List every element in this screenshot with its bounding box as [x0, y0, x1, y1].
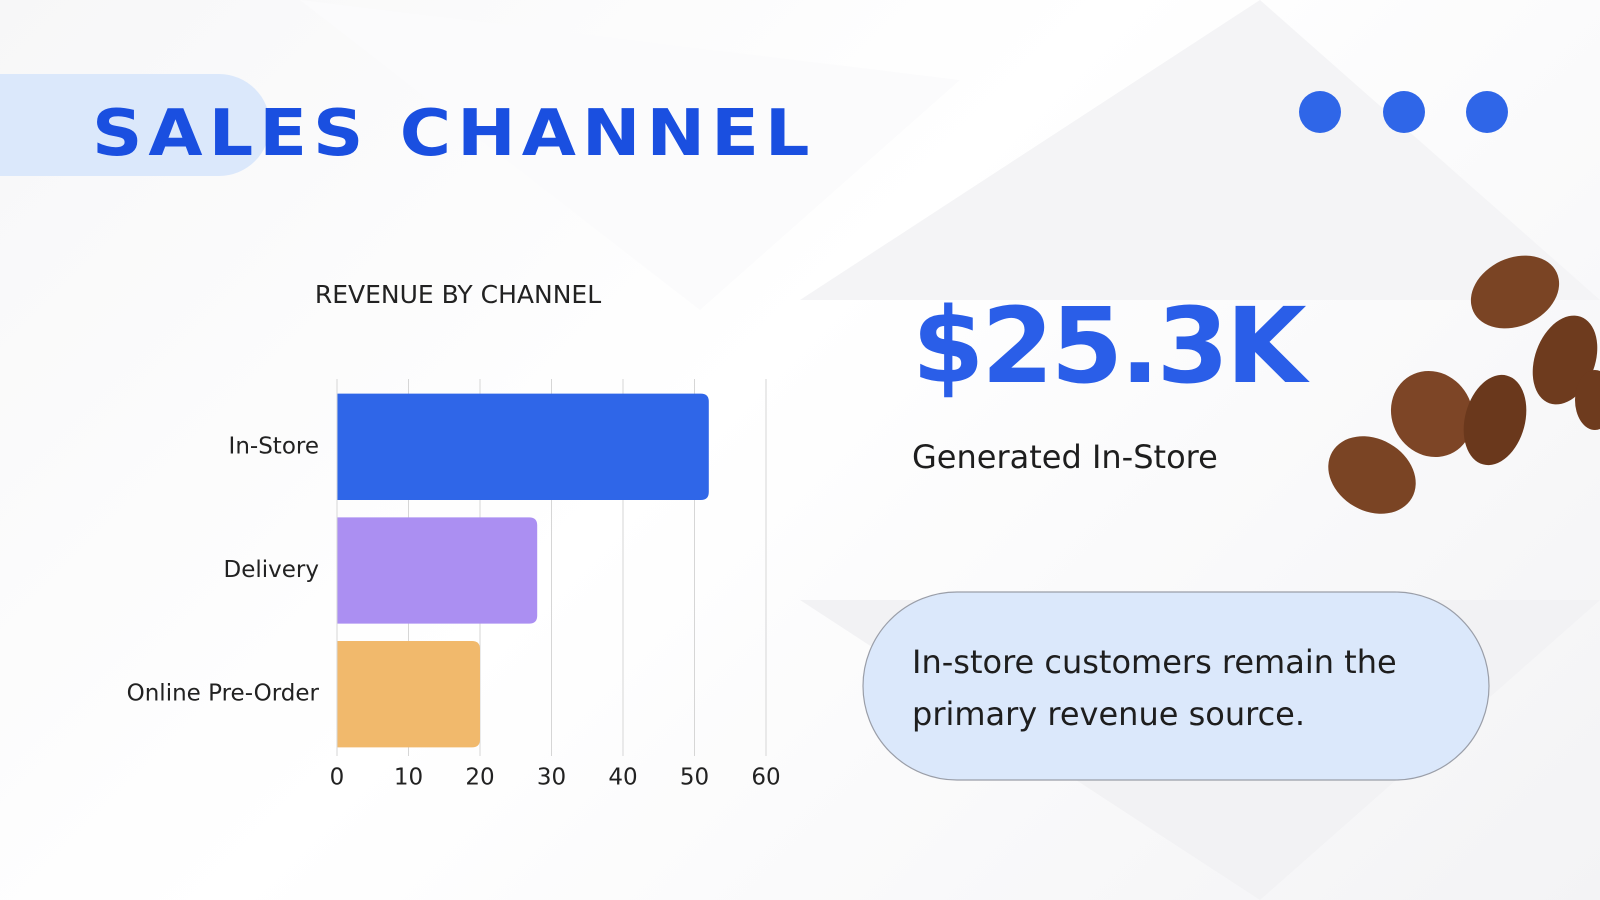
y-tick-label: Online Pre-Order: [127, 681, 320, 707]
title-pill: [0, 74, 270, 176]
stat-value: $25.3K: [912, 285, 1307, 407]
bar: [337, 640, 480, 748]
x-tick-label: 0: [330, 765, 345, 791]
slide-title: SALES CHANNEL: [92, 95, 816, 171]
note-box: [862, 591, 1490, 781]
y-tick-label: Delivery: [224, 557, 319, 583]
stat-label: Generated In-Store: [912, 438, 1218, 476]
menu-dot[interactable]: [1299, 91, 1341, 133]
x-tick-label: 20: [465, 765, 494, 791]
bg-facet: [300, 0, 960, 310]
chart: REVENUE BY CHANNEL 0 10 20 30 40 50 60 In-Store…: [127, 280, 781, 791]
menu-dot[interactable]: [1466, 91, 1508, 133]
bar: [337, 393, 709, 501]
x-tick-label: 30: [537, 765, 566, 791]
x-tick-label: 50: [680, 765, 709, 791]
x-tick-label: 60: [751, 765, 780, 791]
chart-title: REVENUE BY CHANNEL: [315, 280, 601, 309]
x-tick-label: 40: [608, 765, 637, 791]
coffee-beans: [1328, 255, 1600, 514]
x-tick-label: 10: [394, 765, 423, 791]
title-pill: [0, 74, 60, 176]
y-tick-label: In-Store: [229, 433, 319, 459]
bg-facet: [800, 0, 1600, 300]
note-text: In-store customers remain the primary re…: [912, 643, 1397, 733]
menu-dot[interactable]: [1383, 91, 1425, 133]
bar: [337, 517, 538, 624]
